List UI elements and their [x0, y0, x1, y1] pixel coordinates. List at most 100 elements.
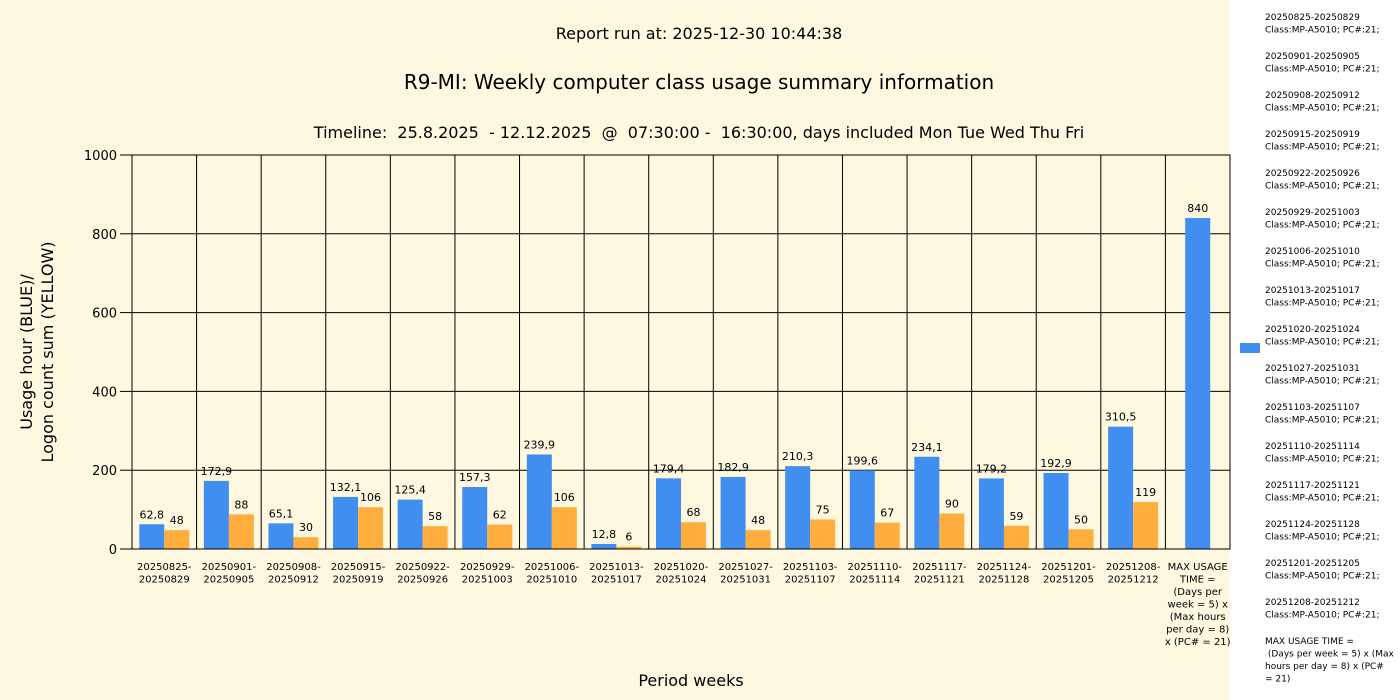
usage-data-label: 132,1 [330, 481, 362, 494]
legend-entry-text: Class:MP-A5010; PC#:21; [1265, 65, 1379, 75]
legend-entry-text: Class:MP-A5010; PC#:21; [1265, 572, 1379, 582]
logon-data-label: 59 [1009, 510, 1023, 523]
usage-bar [462, 487, 488, 549]
logon-data-label: 68 [687, 506, 701, 519]
usage-data-label: 172,9 [201, 465, 233, 478]
usage-data-label: 210,3 [782, 450, 814, 463]
x-tick-label: MAX USAGE [1168, 562, 1228, 573]
x-tick-label: 20251121 [914, 575, 965, 586]
logon-data-label: 30 [299, 521, 313, 534]
legend-entry-text: 20250908-20250912 [1265, 91, 1360, 101]
legend-entry-text: Class:MP-A5010; PC#:21; [1265, 416, 1379, 426]
legend-entry-text: 20250825-20250829 [1265, 13, 1360, 23]
usage-data-label: 840 [1187, 202, 1208, 215]
legend-entry-text: 20251124-20251128 [1265, 520, 1360, 530]
y-tick-label: 600 [92, 307, 117, 322]
x-tick-label: 20250905 [203, 575, 254, 586]
x-axis-title: Period weeks [638, 671, 743, 690]
logon-bar [228, 514, 254, 549]
legend-entry-text: 20251103-20251107 [1265, 403, 1360, 413]
logon-data-label: 58 [428, 510, 442, 523]
usage-bar [526, 454, 552, 549]
legend-entry-text: Class:MP-A5010; PC#:21; [1265, 338, 1379, 348]
chart-subtitle: Timeline: 25.8.2025 - 12.12.2025 @ 07:30… [313, 123, 1084, 142]
usage-bar [397, 499, 423, 549]
x-tick-label: 20251124- [977, 562, 1032, 573]
chart-title: R9-MI: Weekly computer class usage summa… [404, 70, 994, 94]
x-tick-label: 20250829 [139, 575, 190, 586]
legend-entry-text: Class:MP-A5010; PC#:21; [1265, 611, 1379, 621]
logon-bar [1068, 529, 1094, 549]
usage-bar [656, 478, 681, 549]
logon-bar [551, 507, 577, 549]
x-tick-label: 20251003 [462, 575, 513, 586]
logon-data-label: 48 [170, 514, 184, 527]
bars [139, 218, 1211, 550]
legend-entry-text: 20251201-20251205 [1265, 559, 1360, 569]
legend-entry-text: = 21) [1265, 675, 1290, 685]
logon-bar [164, 530, 190, 549]
legend-entry-text: 20250901-20250905 [1265, 52, 1360, 62]
x-tick-label: 20251013- [589, 562, 644, 573]
x-tick-label: 20251010 [526, 575, 577, 586]
legend-entry-text: Class:MP-A5010; PC#:21; [1265, 104, 1379, 114]
usage-bar [978, 478, 1004, 549]
logon-bar [616, 546, 642, 549]
usage-data-label: 157,3 [459, 471, 491, 484]
logon-data-label: 75 [816, 503, 830, 516]
x-tick-label: 20250919 [333, 575, 384, 586]
usage-bar [720, 476, 746, 549]
x-tick-label: 20251117- [912, 562, 967, 573]
y-tick-label: 200 [92, 464, 117, 479]
logon-bar [745, 530, 771, 549]
x-tick-label: week = 5) x [1168, 600, 1228, 611]
x-tick-label: 20251027- [718, 562, 773, 573]
y-axis-title-line1: Usage hour (BLUE)/ [17, 274, 36, 430]
x-tick-label: 20250929- [460, 562, 515, 573]
logon-bar [810, 519, 836, 549]
logon-bar [874, 522, 900, 549]
usage-data-label: 65,1 [269, 507, 294, 520]
legend-entry-text: (Days per week = 5) x (Max [1265, 650, 1394, 660]
y-tick-label: 0 [109, 543, 117, 558]
report-run-text: Report run at: 2025-12-30 10:44:38 [556, 24, 843, 43]
logon-bar [422, 526, 448, 549]
usage-bar [849, 470, 875, 549]
axes: 0 200 400 600 800 1000 20250825- 20250829 202509… [84, 149, 1231, 648]
legend-entry-text: Class:MP-A5010; PC#:21; [1265, 299, 1379, 309]
logon-bar [681, 522, 706, 549]
usage-data-label: 125,4 [394, 484, 426, 497]
usage-bar [1185, 218, 1211, 550]
logon-bar [939, 513, 965, 549]
legend-entry-text: Class:MP-A5010; PC#:21; [1265, 494, 1379, 504]
x-tick-label: 20251205 [1043, 575, 1094, 586]
usage-bar [139, 524, 165, 549]
legend-entry-text: Class:MP-A5010; PC#:21; [1265, 221, 1379, 231]
y-tick-label: 800 [92, 228, 117, 243]
logon-bar [1133, 502, 1159, 549]
x-tick-label: 20251110- [848, 562, 903, 573]
usage-bar [914, 456, 940, 549]
legend-swatch [1240, 343, 1260, 353]
x-tick-label: 20251201- [1041, 562, 1096, 573]
legend-entry-text: 20251006-20251010 [1265, 247, 1360, 257]
usage-data-label: 12,8 [592, 528, 617, 541]
y-tick-label: 1000 [84, 149, 117, 164]
x-tick-label: 20250915- [331, 562, 386, 573]
usage-bar [591, 543, 617, 549]
x-tick-label: 20250825- [137, 562, 192, 573]
usage-bar [203, 480, 229, 549]
legend-entry-text: hours per day = 8) x (PC# [1265, 662, 1384, 672]
usage-bar [268, 523, 294, 549]
usage-data-label: 179,4 [653, 462, 685, 475]
usage-data-label: 310,5 [1105, 411, 1137, 424]
legend-entry-text: 20250922-20250926 [1265, 169, 1360, 179]
x-tick-label: 20251006- [525, 562, 580, 573]
x-tick-label: 20251128 [978, 575, 1029, 586]
logon-bar [293, 537, 319, 549]
x-tick-label: 20251212 [1108, 575, 1159, 586]
logon-data-label: 50 [1074, 513, 1088, 526]
logon-bar [487, 524, 513, 549]
x-tick-label: (Max hours [1170, 612, 1226, 623]
